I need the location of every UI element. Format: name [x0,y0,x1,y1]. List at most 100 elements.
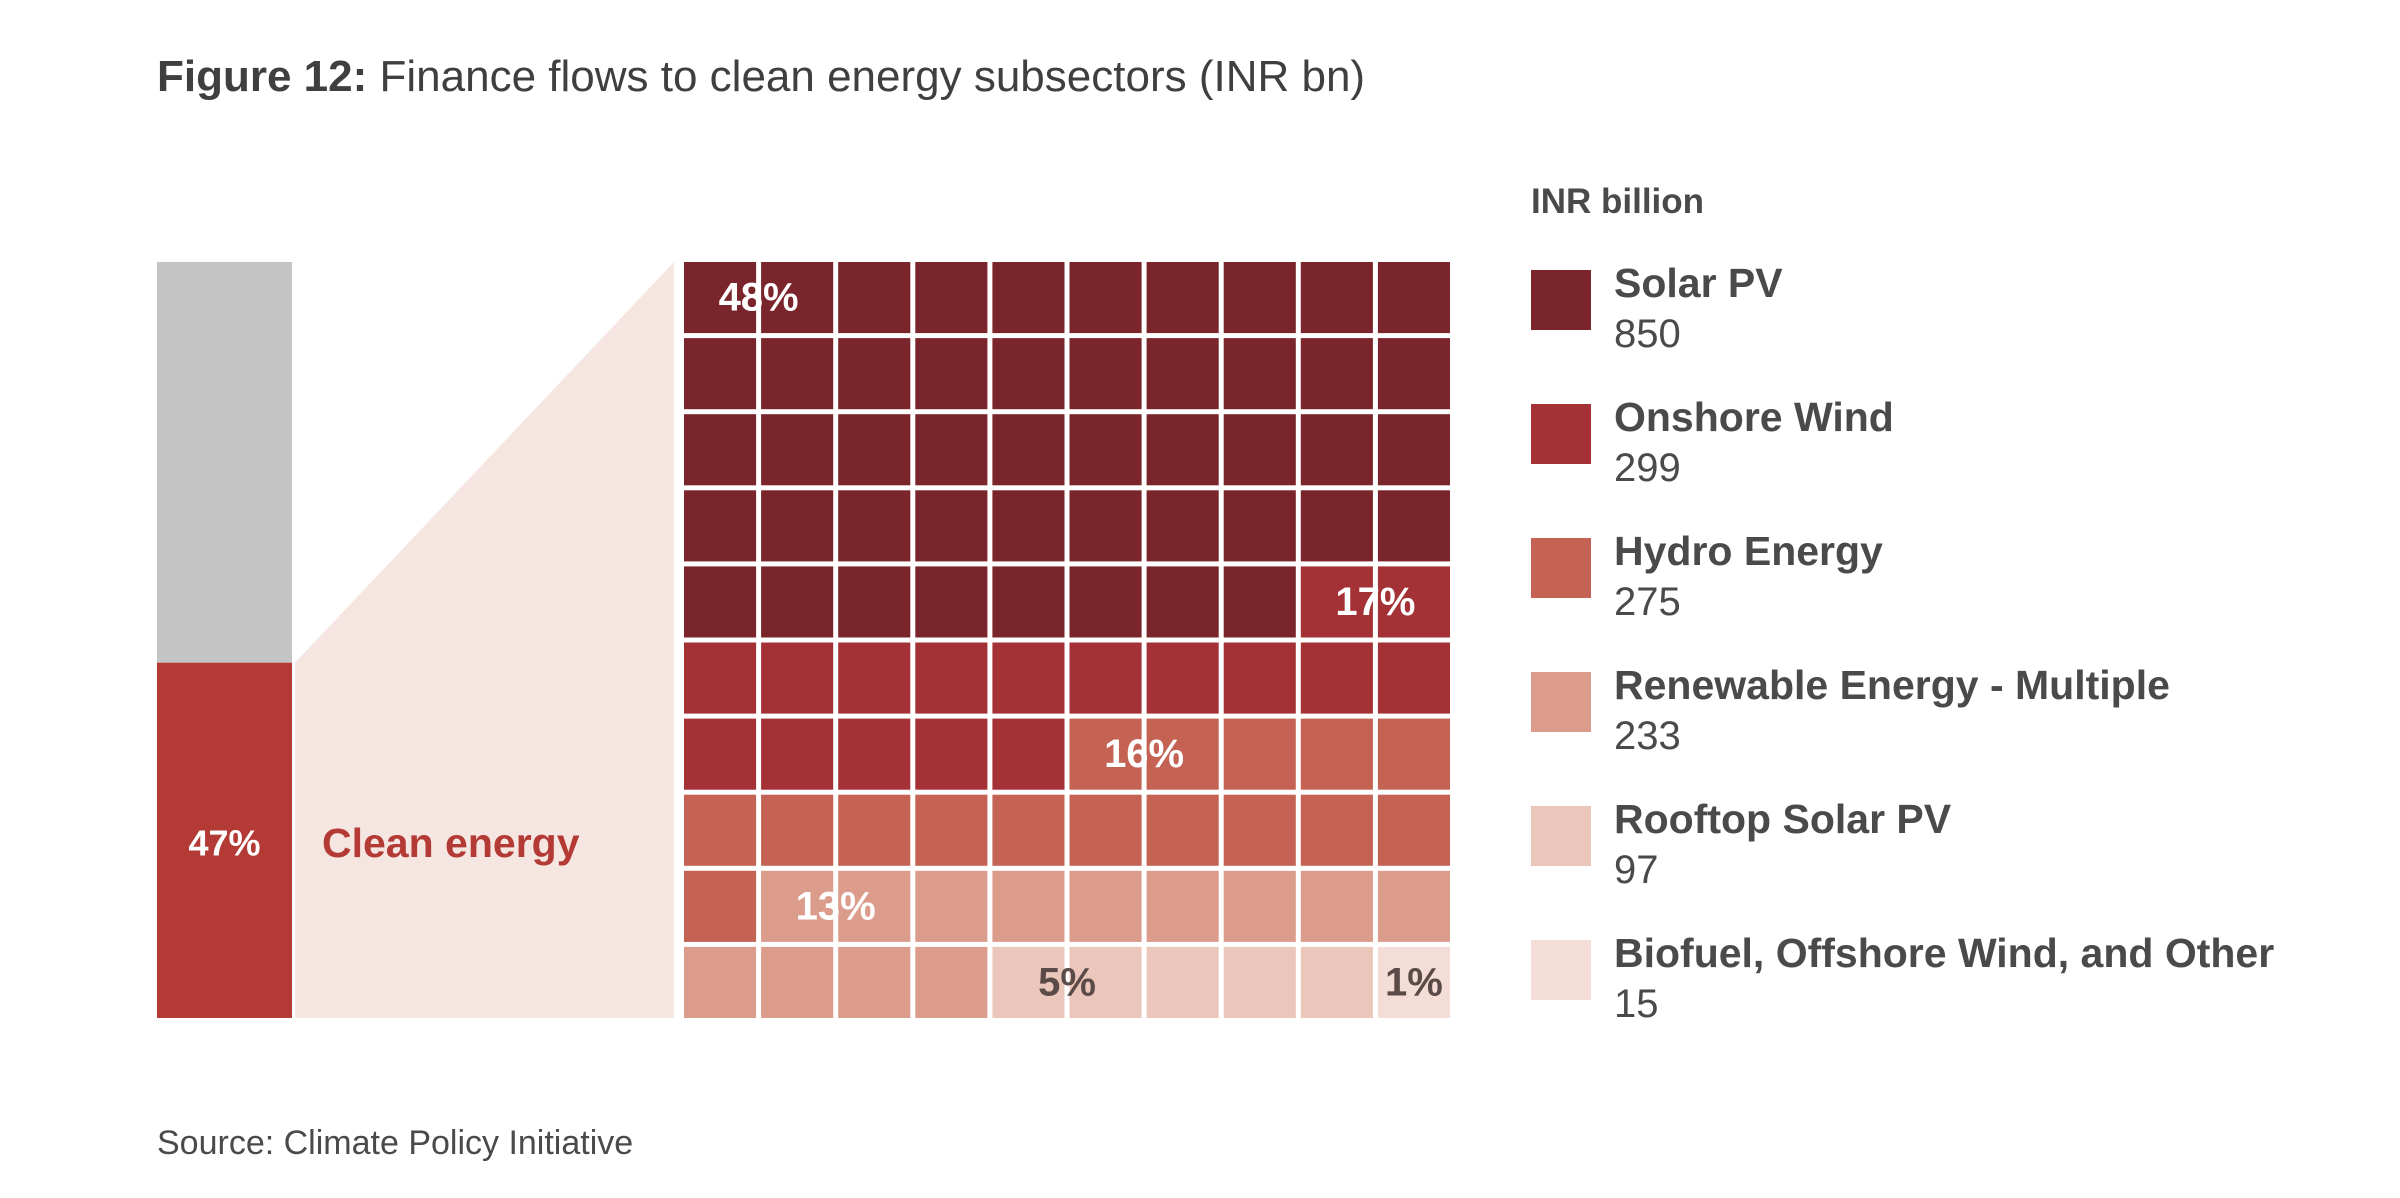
waffle-cell [1146,642,1219,714]
legend-swatch [1531,806,1591,866]
waffle-cell [761,718,834,790]
waffle-label: 5% [1038,960,1096,1004]
waffle-cell [1300,490,1373,562]
bar-segment-clean-energy [157,662,292,1018]
waffle-cell [1223,490,1296,562]
waffle-cell [1069,414,1142,486]
waffle-cell [1146,414,1219,486]
waffle-cell [915,642,988,714]
waffle-cell [761,870,834,942]
figure-label: Figure 12: [157,52,368,101]
waffle-cell [838,946,911,1018]
legend-label: Biofuel, Offshore Wind, and Other [1614,930,2275,976]
legend-swatch [1531,940,1591,1000]
waffle-cell [1300,642,1373,714]
waffle-cell [992,262,1065,334]
waffle-cell [1223,794,1296,866]
waffle-cell [1069,262,1142,334]
waffle-cell [915,338,988,410]
waffle-cell [838,338,911,410]
waffle-cell [915,870,988,942]
waffle-cell [838,414,911,486]
legend-item-renewable-energy-multiple: Renewable Energy - Multiple 233 [1531,654,2311,774]
waffle-cell [1300,414,1373,486]
waffle-cell [761,338,834,410]
waffle-cell [1300,338,1373,410]
waffle-cell [992,490,1065,562]
waffle-cell [761,794,834,866]
waffle-cell [1223,718,1296,790]
legend-swatch [1531,672,1591,732]
waffle-cell [684,414,757,486]
waffle-cell [992,414,1065,486]
waffle-cell [1069,870,1142,942]
waffle-cell [1146,490,1219,562]
waffle-cell [838,642,911,714]
waffle-cell [1377,794,1450,866]
legend-value: 233 [1614,714,1681,758]
waffle-cell [1069,946,1142,1018]
waffle-cell [684,946,757,1018]
legend-item-solar-pv: Solar PV 850 [1531,252,2311,372]
waffle-cell [838,566,911,638]
waffle-cell [838,718,911,790]
waffle-cell [1069,794,1142,866]
legend-label: Renewable Energy - Multiple [1614,662,2170,708]
waffle-cell [838,490,911,562]
waffle-cell [1069,338,1142,410]
waffle-cell [992,870,1065,942]
legend-label: Onshore Wind [1614,394,1894,440]
waffle-cell [761,642,834,714]
waffle-cell [1377,414,1450,486]
waffle-cell [1223,566,1296,638]
waffle-cell [915,946,988,1018]
bar-label-clean-energy: 47% [188,823,260,864]
waffle-cell [1300,946,1373,1018]
waffle-cell [761,566,834,638]
waffle-cell [1223,946,1296,1018]
waffle-cell [1300,566,1373,638]
waffle-cell [838,794,911,866]
legend-value: 275 [1614,580,1681,624]
waffle-cell [1146,794,1219,866]
waffle-cell [684,642,757,714]
bar-category-label-clean-energy: Clean energy [322,820,580,866]
waffle-cell [1069,642,1142,714]
waffle-cell [1300,794,1373,866]
legend-item-biofuel-offshore-other: Biofuel, Offshore Wind, and Other 15 [1531,922,2311,1042]
source-note: Source: Climate Policy Initiative [157,1124,634,1162]
waffle-cell [1069,490,1142,562]
waffle-cell [838,262,911,334]
waffle-cell [761,414,834,486]
legend-swatch [1531,538,1591,598]
waffle-cell [1146,946,1219,1018]
waffle-cell [1146,262,1219,334]
waffle-cell [684,338,757,410]
legend-value: 299 [1614,446,1681,490]
waffle-label: 16% [1104,732,1184,776]
legend-item-hydro-energy: Hydro Energy 275 [1531,520,2311,640]
waffle-cell [1377,642,1450,714]
waffle-cell [1377,718,1450,790]
waffle-label: 13% [796,884,876,928]
waffle-cell [1377,870,1450,942]
waffle-cell [1377,946,1450,1018]
waffle-cell [1069,718,1142,790]
waffle-cell [992,794,1065,866]
waffle-cell [761,262,834,334]
legend-value: 15 [1614,982,1659,1026]
waffle-cell [1377,338,1450,410]
legend-item-onshore-wind: Onshore Wind 299 [1531,386,2311,506]
chart-title: Figure 12: Finance flows to clean energy… [157,52,1365,102]
clean-energy-connector [295,262,674,1018]
waffle-cell [1146,718,1219,790]
waffle-cell [684,718,757,790]
waffle-cell [761,490,834,562]
waffle-cell [1377,490,1450,562]
waffle-cell [684,794,757,866]
waffle-cell [992,338,1065,410]
waffle-cell [684,490,757,562]
legend-swatch [1531,270,1591,330]
waffle-cell [992,718,1065,790]
